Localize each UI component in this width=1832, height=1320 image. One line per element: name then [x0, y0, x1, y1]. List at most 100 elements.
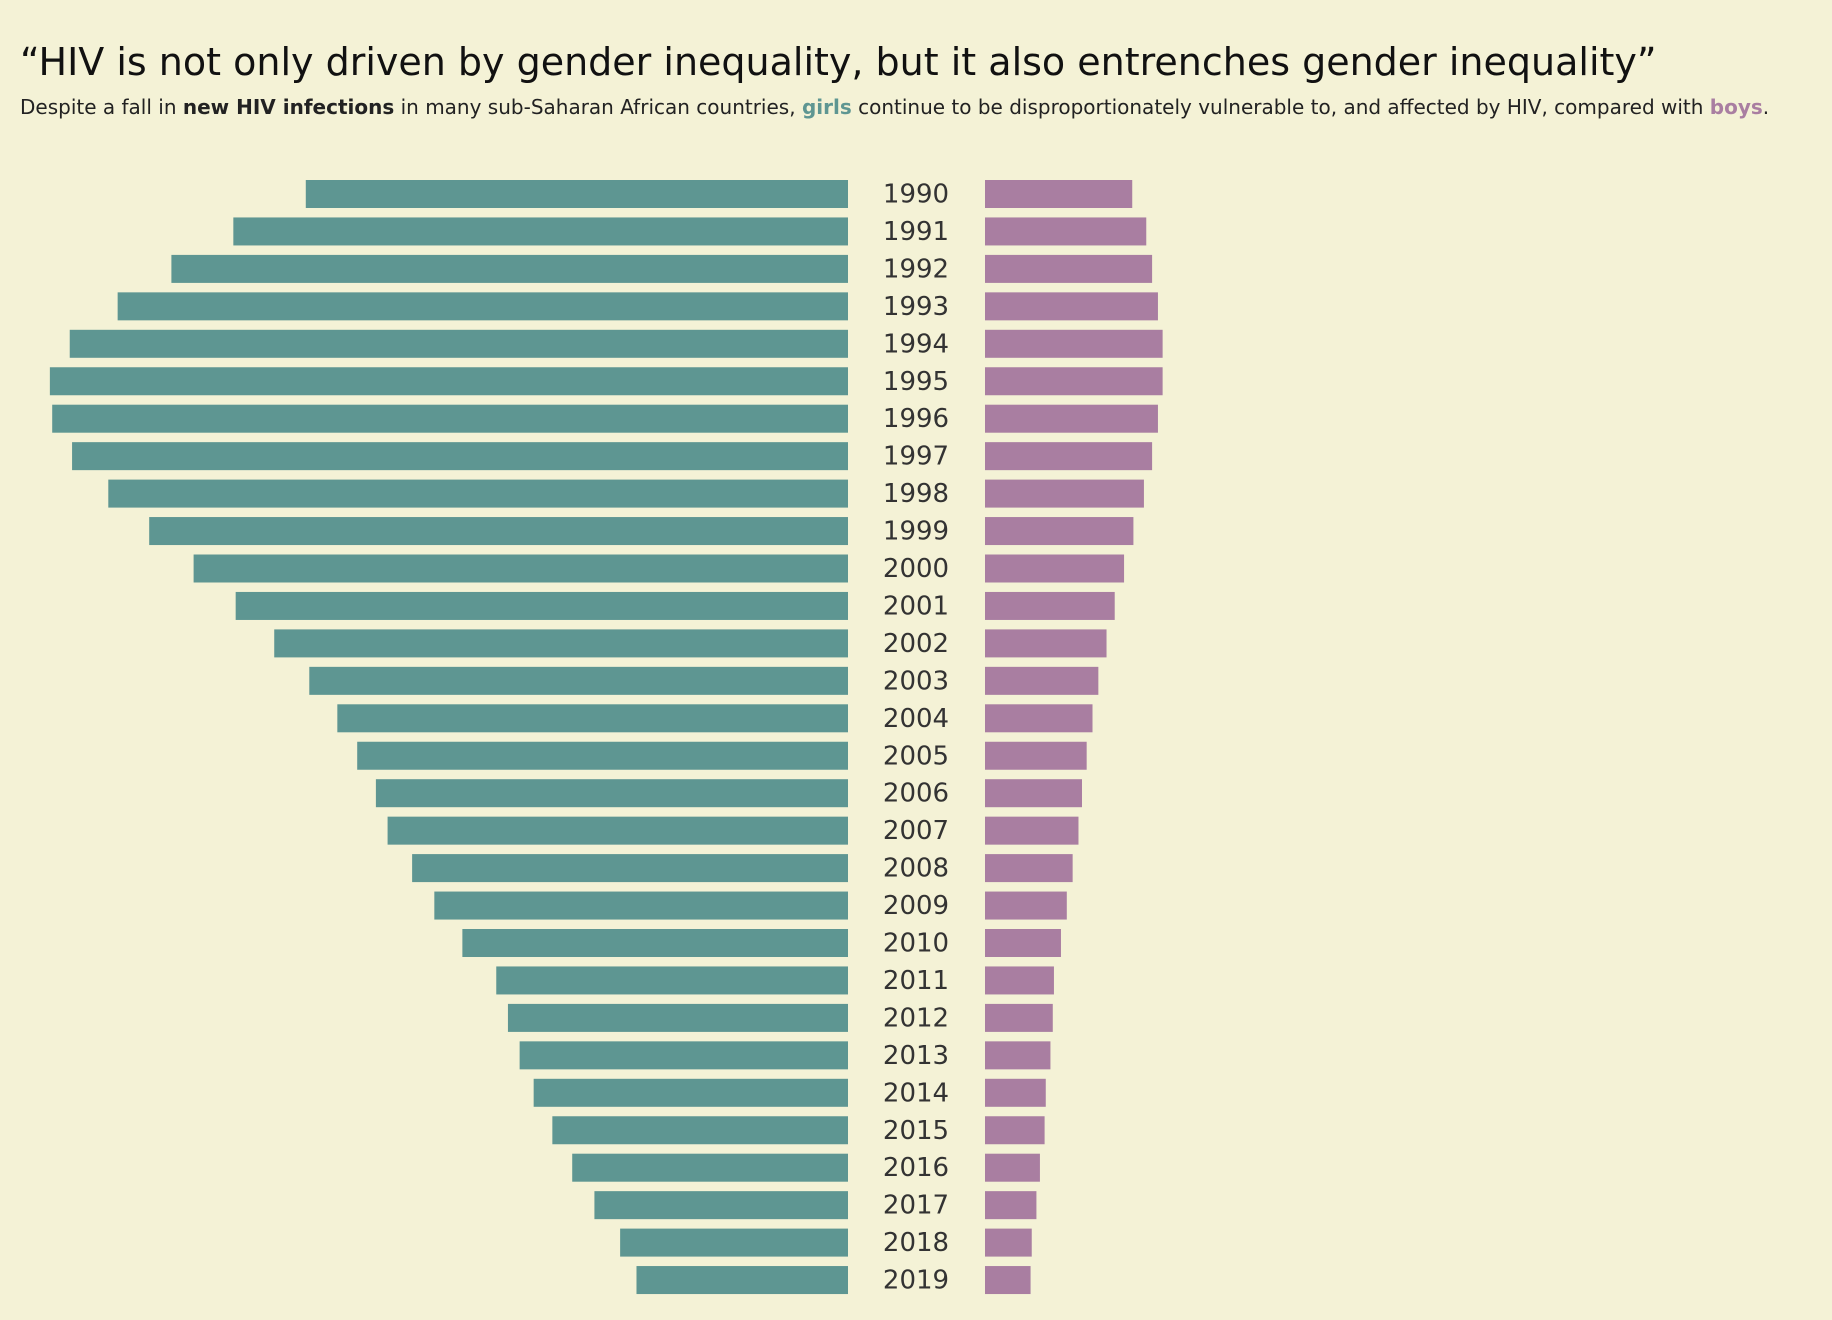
y-label: 2014 — [883, 1078, 949, 1108]
bar-girls — [552, 1116, 848, 1145]
bar-girls — [519, 1041, 848, 1070]
y-label: 2011 — [883, 966, 949, 996]
bar-girls — [434, 891, 848, 920]
subtitle-text: in many sub-Saharan African countries, — [394, 95, 802, 119]
bar-girls — [337, 704, 848, 733]
y-label: 2008 — [883, 854, 949, 884]
y-label: 1991 — [883, 217, 949, 247]
bar-girls — [69, 329, 848, 358]
bar-boys — [985, 1191, 1037, 1220]
bar-girls — [149, 517, 849, 546]
bar-girls — [620, 1228, 848, 1257]
bar-girls — [533, 1078, 848, 1107]
bar-boys — [985, 292, 1158, 321]
bar-boys — [985, 442, 1153, 471]
y-label: 2005 — [883, 741, 949, 771]
bar-girls — [496, 966, 848, 995]
y-label: 2009 — [883, 891, 949, 921]
bar-girls — [233, 217, 848, 246]
bar-girls — [412, 854, 848, 883]
bar-boys — [985, 591, 1115, 620]
y-label: 2010 — [883, 929, 949, 959]
y-label: 1997 — [883, 442, 949, 472]
bar-boys — [985, 1266, 1031, 1295]
bar-girls — [108, 479, 848, 508]
bar-girls — [636, 1266, 848, 1295]
bar-boys — [985, 854, 1073, 883]
bar-boys — [985, 1078, 1046, 1107]
bar-girls — [171, 254, 848, 283]
bar-girls — [235, 591, 848, 620]
bar-boys — [985, 479, 1144, 508]
bar-boys — [985, 629, 1107, 658]
y-label: 2018 — [883, 1228, 949, 1258]
bar-boys — [985, 554, 1125, 583]
subtitle-text: new HIV infections — [182, 95, 395, 119]
subtitle-text: Despite a fall in — [20, 95, 183, 119]
y-label: 2015 — [883, 1116, 949, 1146]
bar-boys — [985, 254, 1153, 283]
y-label: 2002 — [883, 629, 949, 659]
y-label: 2004 — [883, 704, 949, 734]
legend-boys: boys — [1709, 95, 1763, 119]
bar-boys — [985, 217, 1147, 246]
bar-boys — [985, 180, 1133, 208]
bar-girls — [572, 1153, 848, 1182]
bar-boys — [985, 517, 1134, 546]
bar-girls — [49, 367, 848, 396]
y-label: 2013 — [883, 1041, 949, 1071]
y-label: 1995 — [883, 367, 949, 397]
bar-boys — [985, 666, 1099, 695]
y-label: 1996 — [883, 404, 949, 434]
bar-boys — [985, 816, 1079, 845]
bar-girls — [387, 816, 848, 845]
bar-boys — [985, 741, 1087, 770]
bar-boys — [985, 929, 1061, 957]
bar-girls — [193, 554, 849, 583]
bar-boys — [985, 704, 1093, 733]
bar-boys — [985, 1153, 1040, 1182]
y-label: 2017 — [883, 1191, 949, 1221]
bar-girls — [52, 404, 848, 433]
bar-girls — [594, 1191, 848, 1220]
bar-girls — [375, 779, 848, 808]
bar-girls — [309, 666, 848, 695]
chart-title: “HIV is not only driven by gender inequa… — [20, 40, 1657, 84]
bar-boys — [985, 329, 1163, 358]
bar-girls — [117, 292, 848, 321]
y-label: 1999 — [883, 517, 949, 547]
y-label: 1993 — [883, 292, 949, 322]
y-label: 2019 — [883, 1266, 949, 1296]
bar-boys — [985, 1003, 1053, 1032]
bar-girls — [357, 741, 848, 770]
subtitle-text: . — [1762, 95, 1770, 119]
y-label: 1990 — [883, 180, 949, 210]
y-label: 1998 — [883, 479, 949, 509]
y-label: 2001 — [883, 591, 949, 621]
y-label: 2003 — [883, 666, 949, 696]
bar-boys — [985, 367, 1163, 396]
y-label: 1994 — [883, 329, 949, 359]
bar-boys — [985, 1041, 1051, 1070]
bar-girls — [507, 1003, 848, 1032]
y-label: 1992 — [883, 254, 949, 284]
bar-boys — [985, 404, 1158, 433]
bar-girls — [274, 629, 848, 658]
bar-girls — [72, 442, 848, 471]
bar-boys — [985, 1228, 1032, 1257]
y-label: 2000 — [883, 554, 949, 584]
bar-boys — [985, 1116, 1045, 1145]
y-label: 2012 — [883, 1003, 949, 1033]
legend-girls: girls — [801, 95, 852, 119]
subtitle: Despite a fall in new HIV infections in … — [20, 95, 1769, 119]
bar-girls — [462, 929, 848, 957]
y-label: 2006 — [883, 779, 949, 809]
subtitle-text: continue to be disproportionately vulner… — [851, 95, 1710, 119]
y-label: 2007 — [883, 816, 949, 846]
bar-girls — [305, 180, 849, 208]
bar-boys — [985, 891, 1067, 920]
y-label: 2016 — [883, 1153, 949, 1183]
bar-boys — [985, 966, 1054, 995]
